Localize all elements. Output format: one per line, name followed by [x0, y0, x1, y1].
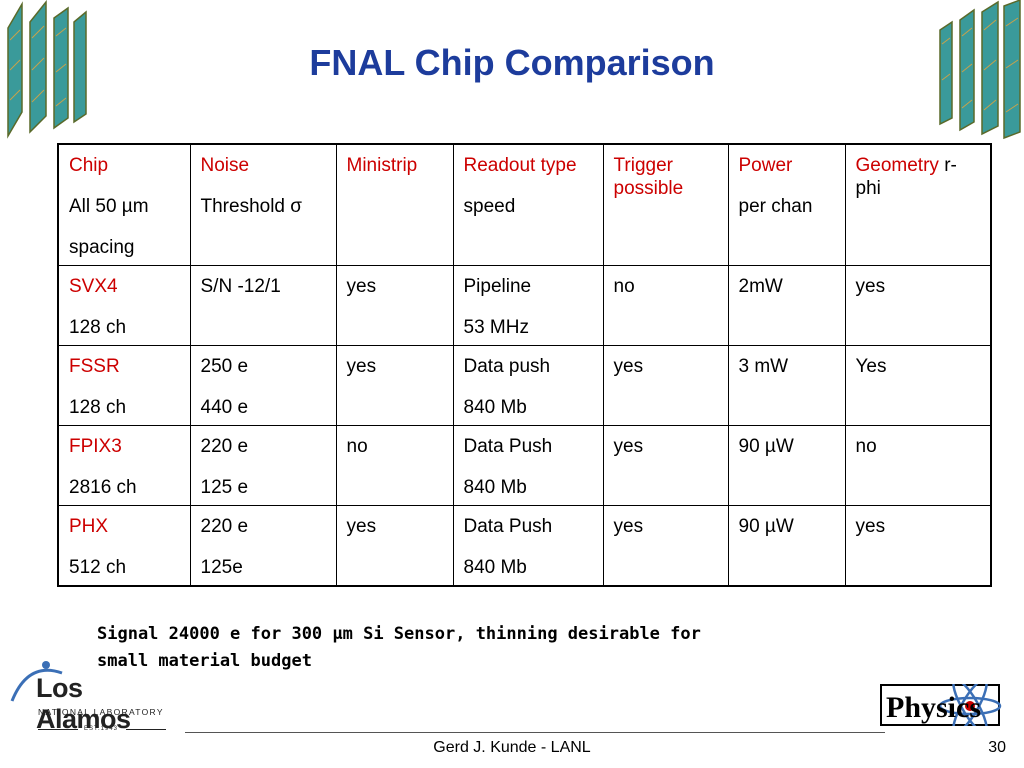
cell-ministrip: yes — [335, 505, 454, 587]
cell-power: 90 µW — [727, 505, 846, 587]
cell-power: 3 mW — [727, 345, 846, 426]
cell-noise: 220 e 125e — [189, 505, 337, 587]
cell-geometry: no — [844, 425, 992, 506]
cell-ministrip: yes — [335, 345, 454, 426]
page-number: 30 — [988, 739, 1006, 756]
physics-logo: Physics — [880, 684, 1008, 726]
cell-noise: S/N -12/1 — [189, 265, 337, 346]
cell-readout: Pipeline 53 MHz — [452, 265, 604, 346]
cell-trigger: no — [602, 265, 729, 346]
table-row: FPIX3 2816 ch 220 e 125 e no Data Push 840 … — [57, 425, 992, 506]
cell-geometry: Yes — [844, 345, 992, 426]
cell-chip: FPIX3 2816 ch — [57, 425, 191, 506]
table-header-row: Chip All 50 µm spacing Noise Threshold σ… — [57, 143, 992, 266]
physics-logo-icon: Physics — [880, 684, 1002, 726]
physics-logo-text: Physics — [886, 691, 981, 724]
header-cell-readout: Readout type speed — [452, 143, 604, 266]
cell-ministrip: yes — [335, 265, 454, 346]
header-cell-noise: Noise Threshold σ — [189, 143, 337, 266]
chip-comparison-table: Chip All 50 µm spacing Noise Threshold σ… — [57, 143, 992, 587]
footer-author: Gerd J. Kunde - LANL — [433, 739, 591, 756]
los-alamos-logo: Los Alamos NATIONAL LABORATORY EST.1943 — [8, 655, 178, 735]
cell-trigger: yes — [602, 345, 729, 426]
lanl-est: EST.1943 — [84, 726, 119, 732]
footer-divider — [185, 732, 885, 733]
cell-power: 2mW — [727, 265, 846, 346]
table-row: SVX4 128 ch S/N -12/1 yes Pipeline 53 MHz … — [57, 265, 992, 346]
cell-readout: Data Push 840 Mb — [452, 505, 604, 587]
cell-chip: FSSR 128 ch — [57, 345, 191, 426]
cell-geometry: yes — [844, 505, 992, 587]
slide-title: FNAL Chip Comparison — [309, 42, 715, 83]
cell-power: 90 µW — [727, 425, 846, 506]
detector-ladder-icon-left — [7, 0, 87, 139]
header-cell-trigger: Trigger possible — [602, 143, 729, 266]
cell-readout: Data push 840 Mb — [452, 345, 604, 426]
header-cell-chip: Chip All 50 µm spacing — [57, 143, 191, 266]
cell-trigger: yes — [602, 425, 729, 506]
lanl-subtitle: NATIONAL LABORATORY — [38, 707, 164, 717]
header-cell-ministrip: Ministrip — [335, 143, 454, 266]
lanl-rule-right — [126, 729, 166, 730]
cell-noise: 220 e 125 e — [189, 425, 337, 506]
cell-chip: PHX 512 ch — [57, 505, 191, 587]
header-cell-power: Power per chan — [727, 143, 846, 266]
signal-note: Signal 24000 e for 300 µm Si Sensor, thi… — [97, 624, 701, 671]
cell-trigger: yes — [602, 505, 729, 587]
cell-chip: SVX4 128 ch — [57, 265, 191, 346]
detector-ladder-icon-right — [939, 0, 1021, 140]
cell-geometry: yes — [844, 265, 992, 346]
lanl-rule-left — [38, 729, 78, 730]
header-cell-geometry: Geometry r-phi — [844, 143, 992, 266]
table-row: PHX 512 ch 220 e 125e yes Data Push 840 Mb … — [57, 505, 992, 587]
table-row: FSSR 128 ch 250 e 440 e yes Data push 840 M… — [57, 345, 992, 426]
cell-noise: 250 e 440 e — [189, 345, 337, 426]
cell-readout: Data Push 840 Mb — [452, 425, 604, 506]
lanl-swoosh-icon — [10, 661, 63, 702]
cell-ministrip: no — [335, 425, 454, 506]
